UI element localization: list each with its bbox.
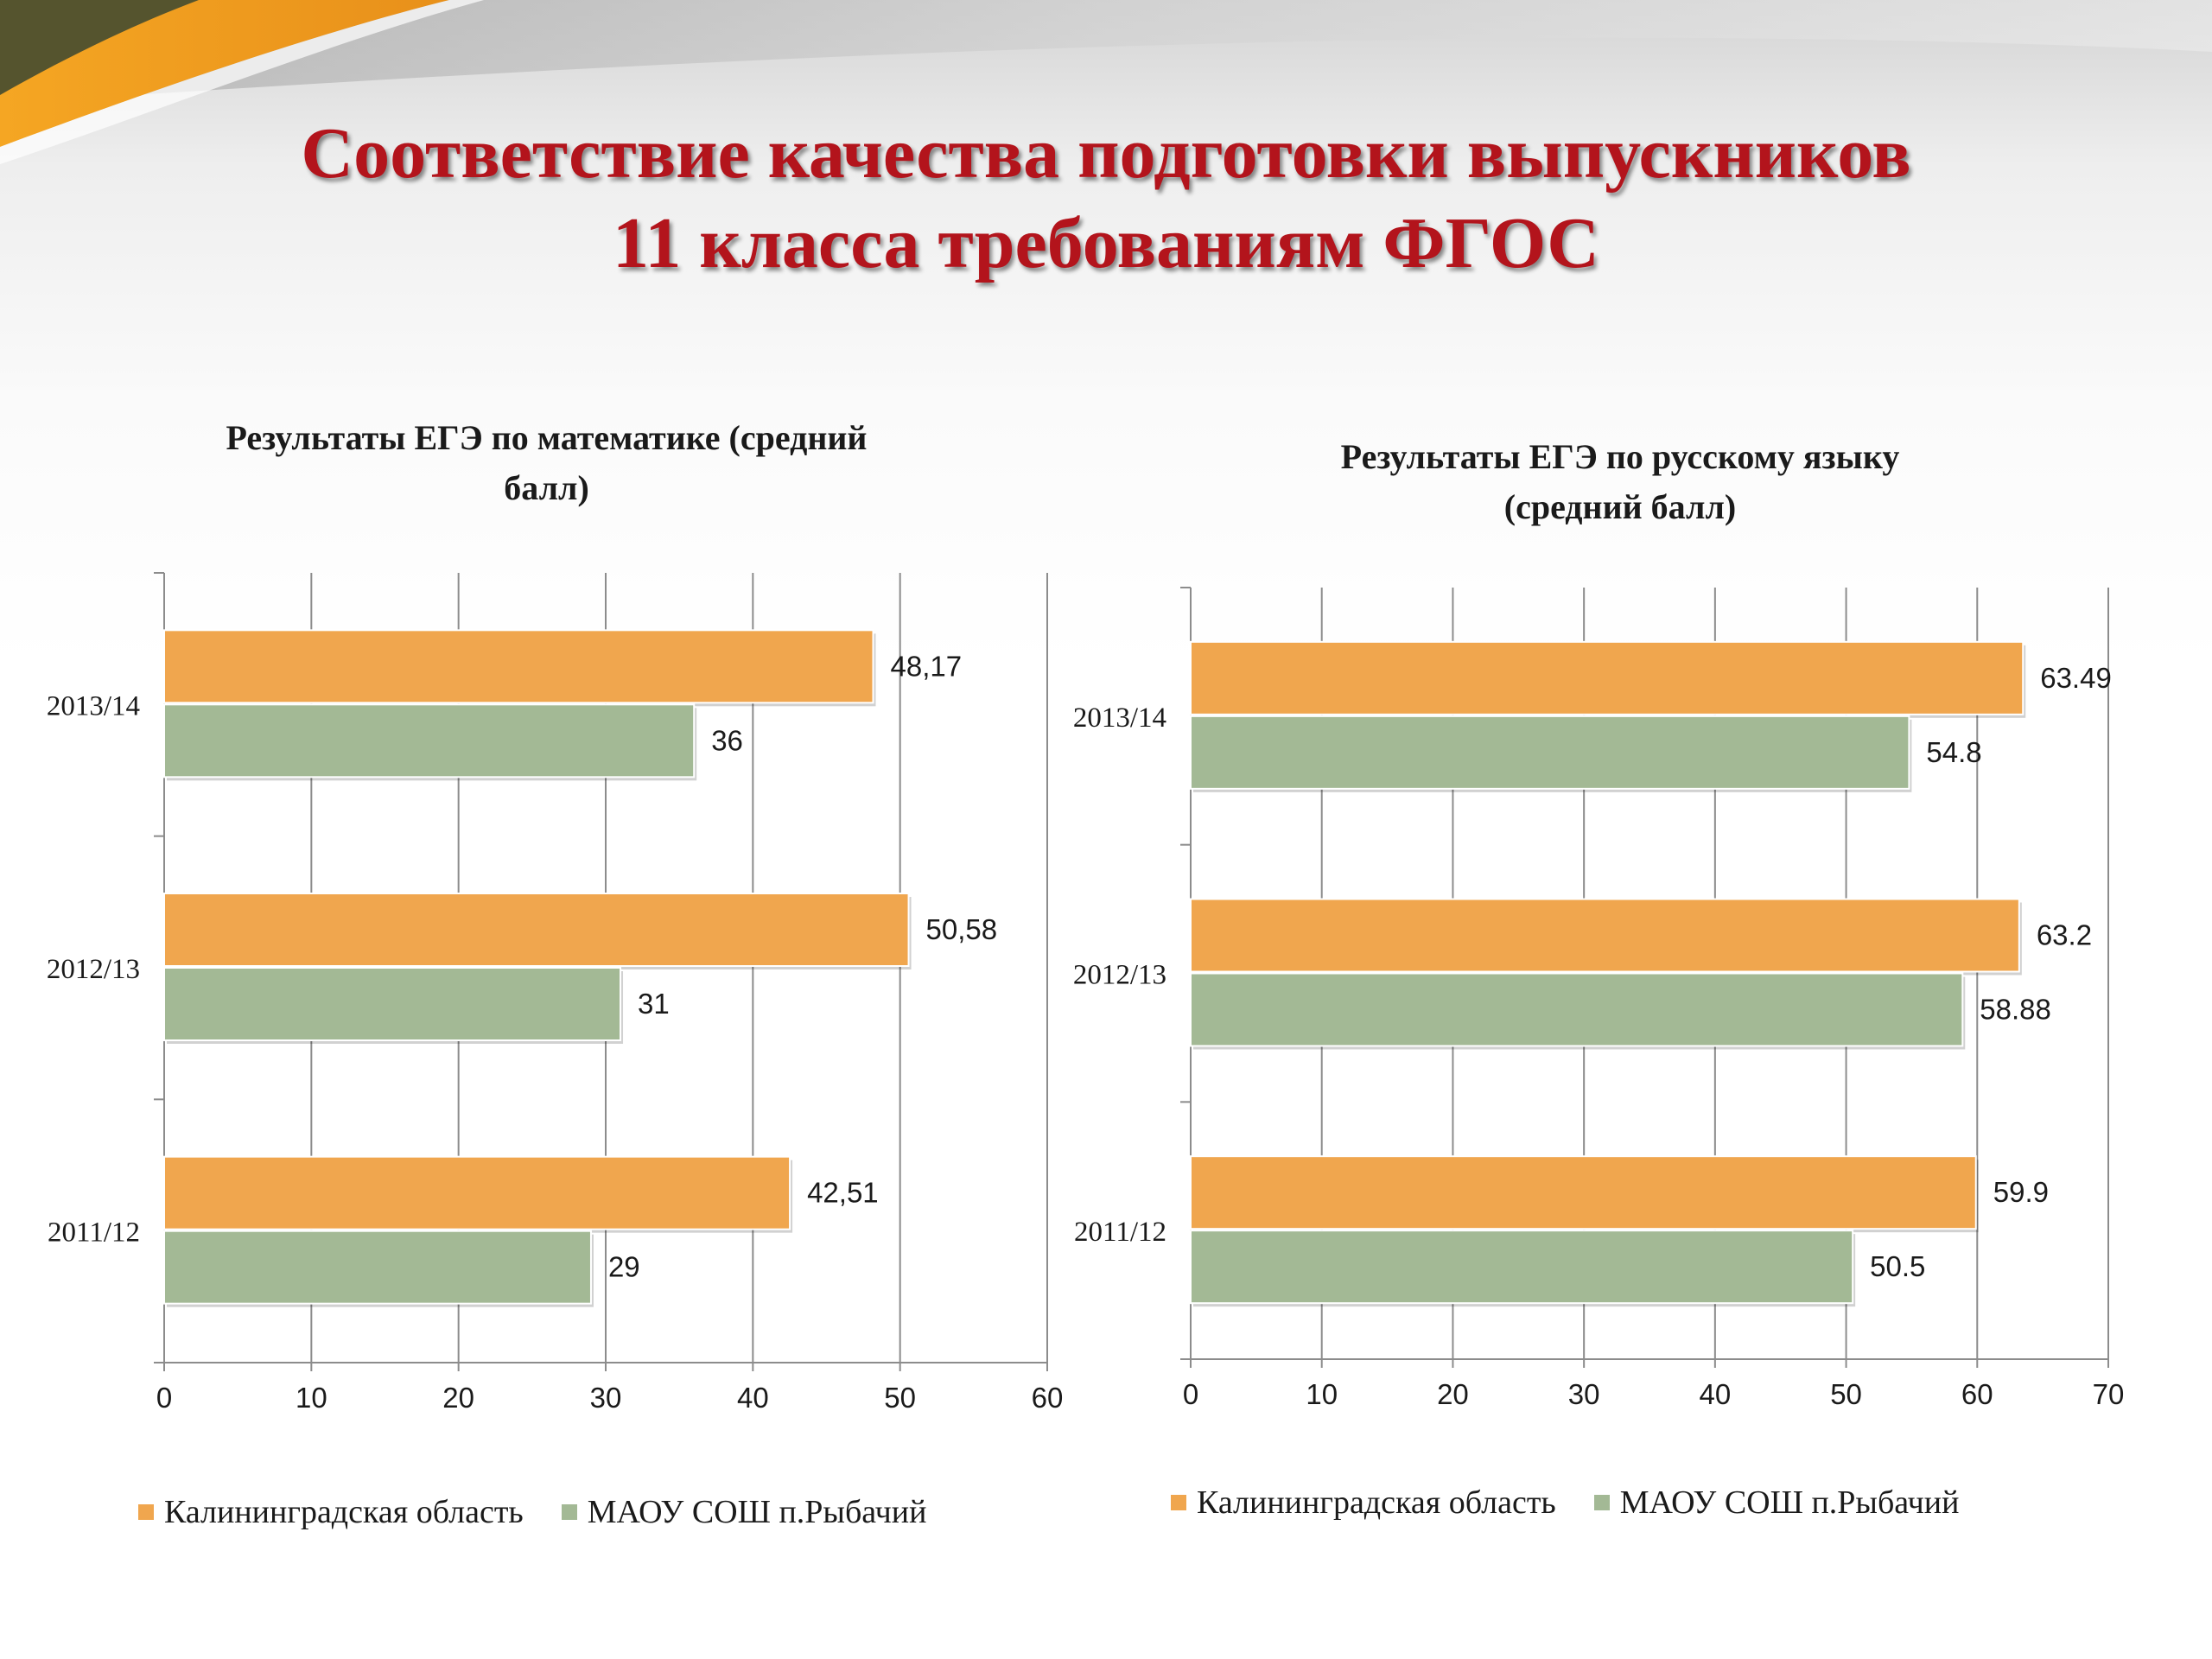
chart-math-data-label: 50,58 [926, 913, 998, 945]
chart-math-data-label: 29 [608, 1251, 640, 1283]
chart-math-category-label: 2013/14 [47, 690, 140, 721]
chart-russian-data-label: 63.49 [2040, 662, 2112, 694]
legend-item-region: Калининградская область [138, 1493, 524, 1531]
chart-russian-category-label: 2012/13 [1073, 960, 1166, 991]
chart-math-x-tick-label: 40 [737, 1382, 769, 1414]
chart-russian-x-tick-label: 10 [1306, 1378, 1338, 1410]
chart-russian-category-label: 2011/12 [1074, 1217, 1166, 1248]
chart-math-x-tick-label: 10 [296, 1382, 327, 1414]
chart-math-bar-region [163, 629, 874, 704]
legend-label-region: Калининградская область [1197, 1484, 1556, 1521]
legend-swatch-orange [138, 1504, 154, 1520]
slide-title-line2: 11 класса требованиям ФГОС [613, 203, 1599, 283]
legend-label-region: Калининградская область [164, 1494, 524, 1530]
legend-swatch-orange [1171, 1495, 1186, 1510]
chart-math-category-label: 2011/12 [48, 1217, 140, 1249]
chart-math-bar-region [163, 1155, 791, 1230]
chart-math-data-label: 48,17 [890, 650, 962, 682]
chart-math-bar-school [163, 1230, 592, 1305]
chart-russian-x-tick-label: 70 [2093, 1378, 2125, 1410]
chart-russian-data-label: 58.88 [1980, 994, 2051, 1026]
chart-russian-bar-school [1190, 972, 1964, 1047]
chart-russian-bar-school [1190, 1230, 1854, 1305]
chart-russian-bar-region [1190, 1155, 1977, 1230]
chart-math-data-label: 36 [711, 724, 743, 756]
chart-math-x-tick-label: 60 [1032, 1382, 1064, 1414]
chart-math-legend: Калининградская область МАОУ СОШ п.Рыбач… [138, 1493, 964, 1531]
chart-math-x-tick-label: 50 [884, 1382, 916, 1414]
chart-math-bar-school [163, 967, 622, 1041]
chart-russian-bar-region [1190, 898, 2020, 973]
chart-russian-data-label: 54.8 [1926, 736, 1981, 768]
chart-russian-x-tick-label: 60 [1961, 1378, 1993, 1410]
chart-math-bar-school [163, 703, 696, 779]
legend-swatch-green [561, 1504, 577, 1520]
chart-russian-x-tick-label: 0 [1183, 1378, 1198, 1410]
chart-russian-data-label: 50.5 [1870, 1250, 1925, 1282]
chart-russian-title: Результаты ЕГЭ по русскому языку (средни… [1166, 432, 2074, 532]
chart-russian-x-tick-label: 40 [1699, 1378, 1731, 1410]
chart-math-data-label: 31 [638, 988, 670, 1020]
chart-math-title-line2: балл) [504, 468, 589, 507]
chart-russian-bar-school [1190, 715, 1910, 790]
chart-math-title: Результаты ЕГЭ по математике (средний ба… [86, 413, 1007, 513]
legend-label-school: МАОУ СОШ п.Рыбачий [587, 1494, 927, 1530]
legend-item-region: Калининградская область [1171, 1484, 1556, 1522]
slide-title-line1: Соответствие качества подготовки выпускн… [301, 113, 1911, 194]
chart-russian-title-line1: Результаты ЕГЭ по русскому языку [1340, 437, 1900, 476]
legend-item-school: МАОУ СОШ п.Рыбачий [561, 1493, 927, 1531]
chart-russian-data-label: 59.9 [1993, 1176, 2049, 1208]
chart-russian-x-tick-label: 50 [1830, 1378, 1862, 1410]
chart-russian-category-label: 2013/14 [1073, 702, 1166, 734]
chart-math-x-tick-label: 30 [590, 1382, 622, 1414]
chart-russian-x-tick-label: 30 [1568, 1378, 1600, 1410]
chart-russian-data-label: 63.2 [2037, 919, 2092, 951]
legend-item-school: МАОУ СОШ п.Рыбачий [1593, 1484, 1960, 1522]
legend-label-school: МАОУ СОШ п.Рыбачий [1619, 1484, 1960, 1521]
legend-swatch-green [1593, 1495, 1610, 1510]
chart-math-bar-region [163, 893, 910, 967]
chart-math-x-tick-label: 0 [156, 1382, 172, 1414]
chart-russian-legend: Калининградская область МАОУ СОШ п.Рыбач… [1171, 1484, 1997, 1522]
chart-math-x-tick-label: 20 [442, 1382, 474, 1414]
decorative-swoosh [0, 0, 2212, 164]
chart-math-title-line1: Результаты ЕГЭ по математике (средний [226, 418, 868, 457]
chart-russian-title-line2: (средний балл) [1503, 487, 1737, 526]
chart-math-category-label: 2012/13 [47, 954, 140, 985]
chart-russian-bar-region [1190, 640, 2024, 715]
chart-russian-x-tick-label: 20 [1437, 1378, 1469, 1410]
chart-math-data-label: 42,51 [807, 1177, 879, 1209]
